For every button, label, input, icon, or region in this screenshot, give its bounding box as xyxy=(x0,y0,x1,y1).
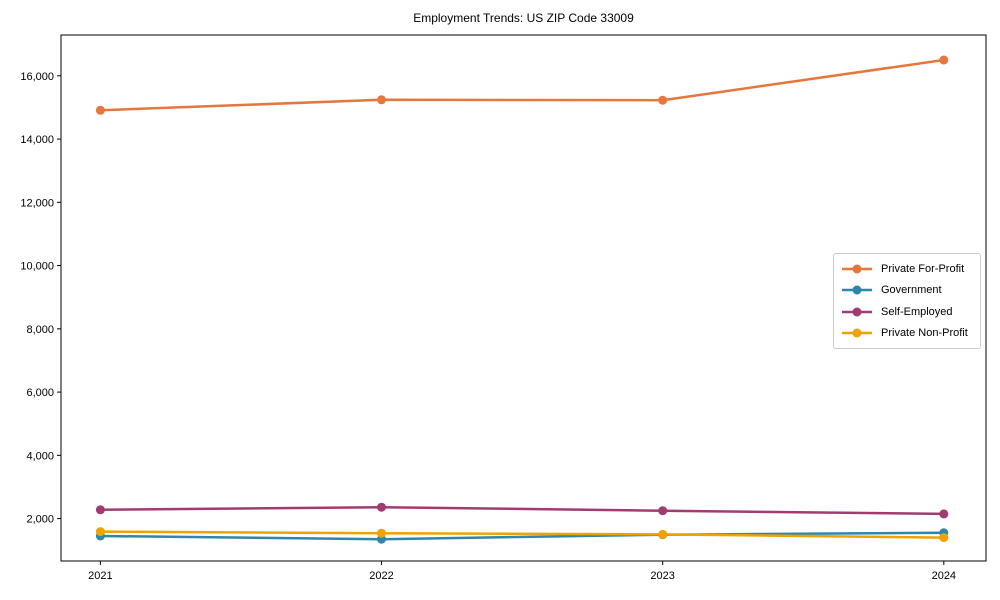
data-point-private-for-profit-2021 xyxy=(95,105,105,115)
y-tick-label: 16,000 xyxy=(20,71,54,83)
plot-border xyxy=(60,34,987,562)
x-tick-label: 2023 xyxy=(650,570,674,582)
data-point-private-non-profit-2023 xyxy=(658,529,668,539)
data-point-self-employed-2024 xyxy=(939,509,949,519)
legend-line-marker-icon xyxy=(842,285,872,295)
data-point-self-employed-2021 xyxy=(95,505,105,515)
chart-title: Employment Trends: US ZIP Code 33009 xyxy=(413,11,634,25)
legend-label: Self-Employed xyxy=(881,305,953,318)
y-tick-label: 6,000 xyxy=(26,387,54,399)
legend-line-marker-icon xyxy=(842,328,872,338)
data-point-private-non-profit-2022 xyxy=(377,528,386,538)
data-point-private-for-profit-2022 xyxy=(377,95,386,105)
x-tick-label: 2024 xyxy=(932,570,956,582)
x-tick-label: 2022 xyxy=(369,570,393,582)
legend-line-marker-icon xyxy=(842,264,872,274)
legend-label: Government xyxy=(881,284,942,297)
y-tick-label: 2,000 xyxy=(26,514,54,526)
series-line-private-for-profit xyxy=(99,58,946,112)
y-tick-label: 8,000 xyxy=(26,324,54,336)
data-point-self-employed-2023 xyxy=(658,506,668,516)
y-tick-label: 14,000 xyxy=(20,134,54,146)
legend-line-marker-icon xyxy=(842,307,872,317)
data-point-private-for-profit-2023 xyxy=(658,95,668,105)
series-line-self-employed xyxy=(99,505,946,516)
data-point-private-non-profit-2024 xyxy=(939,533,949,543)
y-tick-label: 12,000 xyxy=(20,197,54,209)
data-point-private-non-profit-2021 xyxy=(95,527,105,537)
data-point-self-employed-2022 xyxy=(377,502,386,512)
legend-item-government: Government xyxy=(841,280,974,302)
y-tick-label: 10,000 xyxy=(20,261,54,273)
legend-item-private-non-profit: Private Non-Profit xyxy=(841,323,974,345)
legend-label: Private Non-Profit xyxy=(881,327,968,340)
y-tick-label: 4,000 xyxy=(26,450,54,462)
series-line-government xyxy=(99,531,946,541)
legend: Private For-Profit Government Self-Employe… xyxy=(833,253,981,349)
legend-item-private-for-profit: Private For-Profit xyxy=(841,258,974,280)
legend-item-self-employed: Self-Employed xyxy=(841,301,974,323)
series-line-private-non-profit xyxy=(99,530,946,539)
data-point-private-for-profit-2024 xyxy=(939,55,949,65)
legend-label: Private For-Profit xyxy=(881,262,965,275)
x-tick-label: 2021 xyxy=(88,570,112,582)
